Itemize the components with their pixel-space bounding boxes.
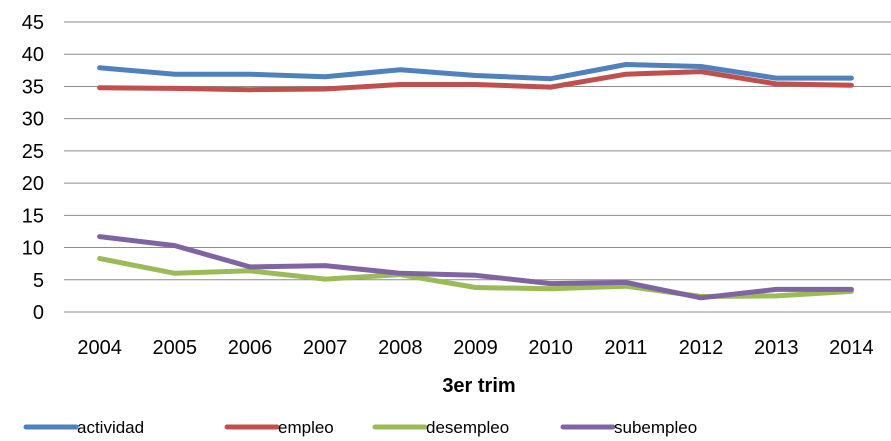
y-tick-label: 40 [22, 44, 44, 66]
gridlines [64, 21, 891, 313]
series-line-actividad [97, 62, 854, 82]
y-tick-label: 20 [22, 173, 44, 195]
x-tick-label: 2007 [303, 337, 348, 359]
x-tick-label: 2004 [77, 337, 122, 359]
x-tick-label: 2005 [153, 337, 198, 359]
x-tick-label: 2014 [829, 337, 874, 359]
legend: actividad empleo desempleo subempleo [23, 418, 697, 437]
x-tick-label: 2006 [228, 337, 273, 359]
series-line-subempleo [97, 234, 854, 301]
y-tick-label: 30 [22, 109, 44, 131]
x-tick-label: 2009 [453, 337, 498, 359]
y-tick-label: 10 [22, 238, 44, 260]
y-tick-label: 0 [33, 302, 44, 324]
series-line-empleo [97, 69, 854, 93]
x-axis-label: 3er trim [442, 375, 515, 397]
x-tick-label: 2013 [754, 337, 799, 359]
x-tick-label: 2011 [604, 337, 647, 359]
y-tick-label: 45 [22, 12, 44, 34]
x-tick-label: 2008 [378, 337, 423, 359]
legend-label: subempleo [614, 418, 697, 437]
legend-label: empleo [278, 418, 334, 437]
legend-label: desempleo [426, 418, 509, 437]
x-tick-label: 2012 [679, 337, 724, 359]
y-axis-ticks: 0 5 10 15 20 25 30 35 40 45 [22, 12, 44, 324]
y-tick-label: 35 [22, 76, 44, 98]
y-tick-label: 5 [33, 270, 44, 292]
y-tick-label: 15 [22, 205, 44, 227]
x-tick-label: 2010 [528, 337, 573, 359]
series-lines [97, 62, 854, 301]
y-tick-label: 25 [22, 141, 44, 163]
x-axis-ticks: 2004 2005 2006 2007 2008 2009 2010 2011 2012 2013… [77, 337, 873, 359]
legend-label: actividad [77, 418, 144, 437]
